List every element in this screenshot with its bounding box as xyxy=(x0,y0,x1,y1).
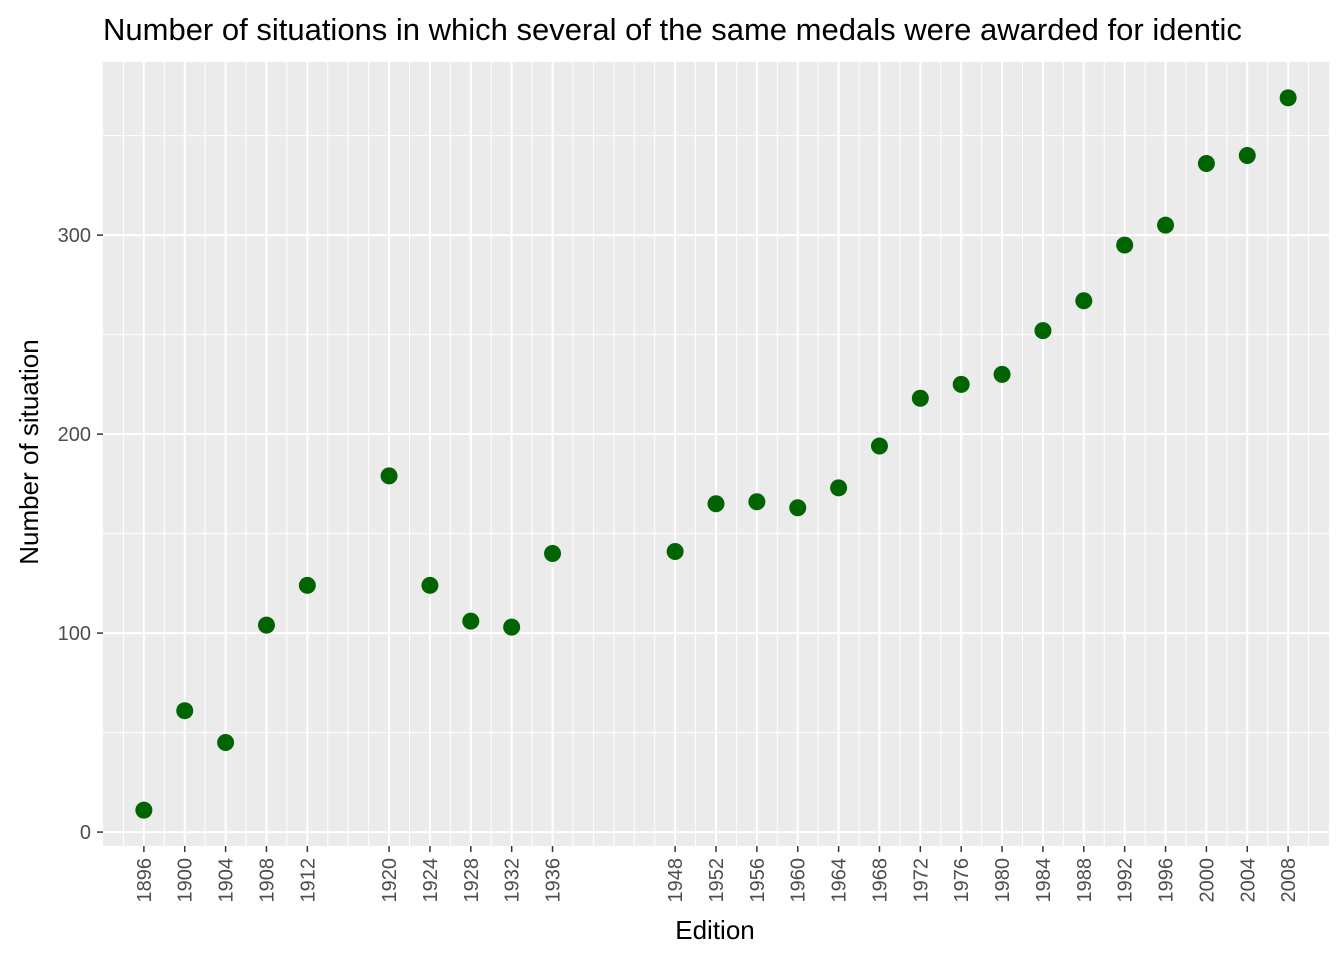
x-tick-label: 1912 xyxy=(297,858,319,903)
data-point xyxy=(257,616,275,634)
data-point xyxy=(1034,322,1052,340)
x-tick-label: 1964 xyxy=(829,858,851,903)
y-tick-label: 0 xyxy=(80,822,91,844)
data-point xyxy=(1157,216,1175,234)
x-tick-label: 2008 xyxy=(1278,858,1300,903)
data-point xyxy=(952,375,970,393)
x-tick-label: 1932 xyxy=(502,858,524,903)
data-point xyxy=(1197,154,1215,172)
x-tick-label: 1896 xyxy=(134,858,156,903)
x-tick-label: 1996 xyxy=(1156,858,1178,903)
x-tick-label: 1904 xyxy=(216,858,238,903)
y-tick-label: 200 xyxy=(58,424,91,446)
data-point xyxy=(380,467,398,485)
data-point xyxy=(135,801,153,819)
x-tick-label: 1956 xyxy=(747,858,769,903)
x-tick-label: 2000 xyxy=(1196,858,1218,903)
grid-major xyxy=(103,62,1329,846)
data-point xyxy=(298,576,316,594)
data-points xyxy=(135,89,1297,819)
x-tick-label: 1928 xyxy=(461,858,483,903)
data-point xyxy=(1075,292,1093,310)
x-tick-label: 1984 xyxy=(1033,858,1055,903)
data-point xyxy=(1238,147,1256,165)
x-tick-label: 1900 xyxy=(175,858,197,903)
x-tick-label: 1972 xyxy=(910,858,932,903)
data-point xyxy=(789,499,807,517)
y-tick-label: 100 xyxy=(58,623,91,645)
data-point xyxy=(707,495,725,513)
x-tick-label: 1948 xyxy=(665,858,687,903)
x-tick-label: 1924 xyxy=(420,858,442,903)
y-tick-label: 300 xyxy=(58,225,91,247)
y-axis-title: Number of situation xyxy=(14,339,44,564)
data-point xyxy=(1116,236,1134,254)
x-tick-label: 1908 xyxy=(256,858,278,903)
data-point xyxy=(911,389,929,407)
data-point xyxy=(870,437,888,455)
data-point xyxy=(503,618,521,636)
data-point xyxy=(748,493,766,511)
x-tick-label: 1992 xyxy=(1115,858,1137,903)
x-tick-label: 1952 xyxy=(706,858,728,903)
data-point xyxy=(462,612,480,630)
x-axis: 1896 1900 1904 1908 1912 1920 1924 1928 1932 1936… xyxy=(134,846,1300,903)
x-tick-label: 1980 xyxy=(992,858,1014,903)
data-point xyxy=(544,544,562,562)
x-tick-label: 1936 xyxy=(543,858,565,903)
x-axis-title: Edition xyxy=(675,915,755,945)
y-axis: 0 100 200 300 xyxy=(58,225,103,844)
x-tick-label: 1960 xyxy=(788,858,810,903)
data-point xyxy=(666,543,684,561)
data-point xyxy=(993,365,1011,383)
chart-title: Number of situations in which several of… xyxy=(103,12,1242,47)
x-tick-label: 1976 xyxy=(951,858,973,903)
data-point xyxy=(830,479,848,497)
data-point xyxy=(1279,89,1297,107)
x-tick-label: 2004 xyxy=(1237,858,1259,903)
x-tick-label: 1988 xyxy=(1074,858,1096,903)
x-tick-label: 1920 xyxy=(379,858,401,903)
data-point xyxy=(217,734,235,752)
data-point xyxy=(421,576,439,594)
data-point xyxy=(176,702,194,720)
x-tick-label: 1968 xyxy=(869,858,891,903)
